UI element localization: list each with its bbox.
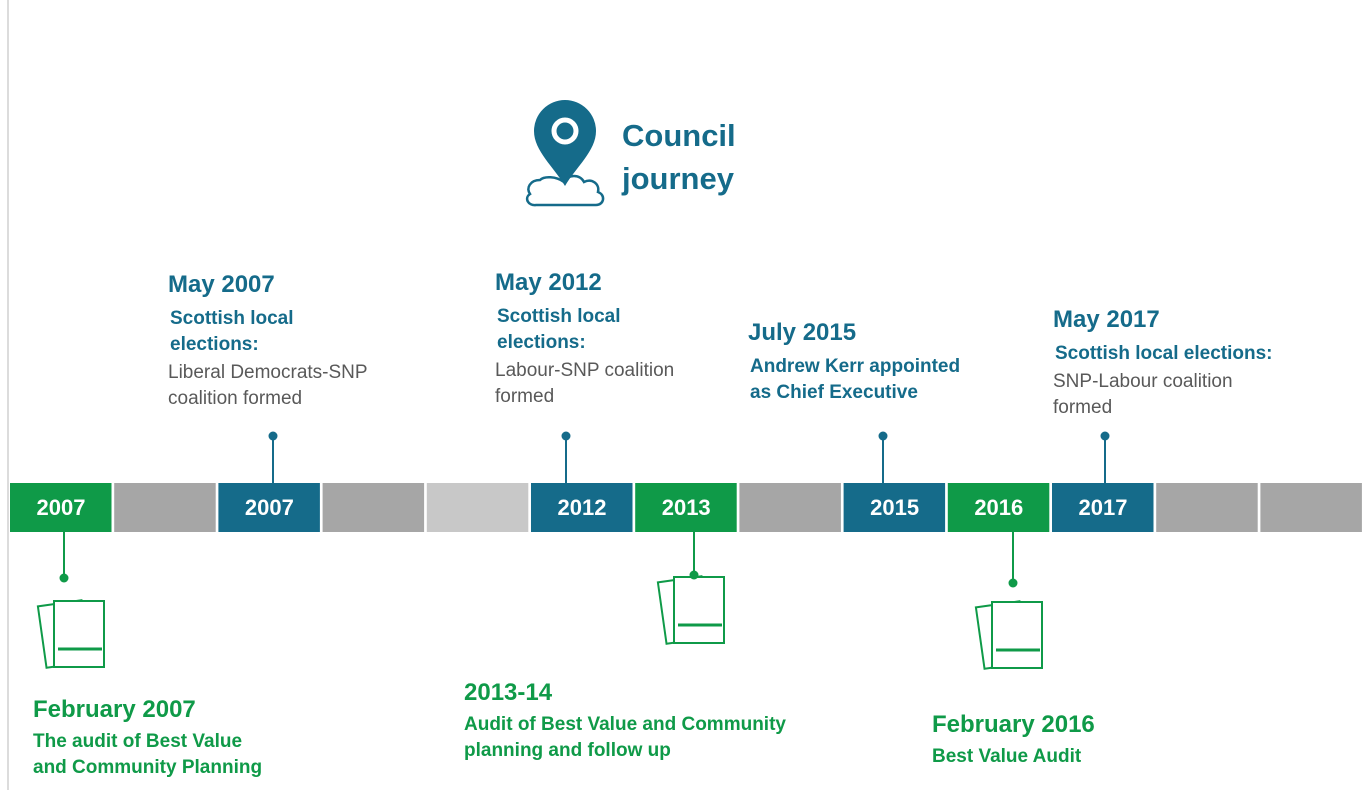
timeline-cell [426,483,529,532]
event-heading: July 2015 [748,319,857,346]
doc-front [53,600,105,668]
event-heading: February 2016 [932,711,1095,738]
event-body: formed [1053,397,1113,418]
event-body: Audit of Best Value and Community [464,714,786,735]
event-body: and Community Planning [33,757,263,778]
timeline-cell [1260,483,1362,532]
event-subheading: Scottish local elections: [1055,343,1273,364]
timeline-cell [114,483,216,532]
connector-dot [561,431,571,441]
title: journey [622,161,734,196]
event-subheading: Scottish local [497,306,621,327]
event-body: Liberal Democrats-SNP [168,362,368,383]
document-icon [974,600,1043,670]
title: Council [622,118,736,153]
document-icon [36,599,105,669]
doc-front [991,601,1043,669]
event-body: SNP-Labour coalition [1053,371,1233,392]
event-heading: May 2017 [1053,306,1160,333]
timeline-cell [635,483,737,532]
timeline-cell [1052,483,1154,532]
timeline-label: 2015 [870,495,919,520]
timeline-cell [531,483,633,532]
timeline-cell [218,483,320,532]
connector-dot [1100,431,1110,441]
connector-dot [268,431,278,441]
timeline-label: 2012 [558,495,607,520]
event-body: Labour-SNP coalition [495,360,675,381]
event-subheading: Scottish local [170,308,294,329]
event-body: The audit of Best Value [33,731,243,752]
timeline-cell [10,483,112,532]
event-heading: February 2007 [33,696,196,723]
timeline-label: 2007 [245,495,294,520]
timeline-label: 2016 [974,495,1023,520]
connector-dot [59,573,69,583]
event-subheading: elections: [497,332,586,353]
doc-front [673,576,725,644]
pin-icon [525,100,605,207]
event-body: formed [495,386,555,407]
timeline-label: 2017 [1079,495,1128,520]
timeline-label: 2013 [662,495,711,520]
event-subheading: Andrew Kerr appointed [750,356,961,377]
event-heading: 2013-14 [464,679,553,706]
timeline-cell [843,483,946,532]
connector-dot [878,431,888,441]
event-subheading: as Chief Executive [750,382,918,403]
event-heading: May 2007 [168,271,275,298]
event-heading: May 2012 [495,269,602,296]
event-body: Best Value Audit [932,746,1082,767]
timeline-cell [1156,483,1258,532]
timeline-cell [322,483,425,532]
document-icons [36,575,1043,670]
connector-dot [1008,578,1018,588]
timeline-label: 2007 [37,495,86,520]
event-body: planning and follow up [464,740,671,761]
connector-dot [689,570,699,580]
timeline-cell [739,483,841,532]
event-subheading: elections: [170,334,259,355]
document-icon [656,575,725,645]
event-body: coalition formed [168,388,303,409]
timeline-cell [947,483,1050,532]
